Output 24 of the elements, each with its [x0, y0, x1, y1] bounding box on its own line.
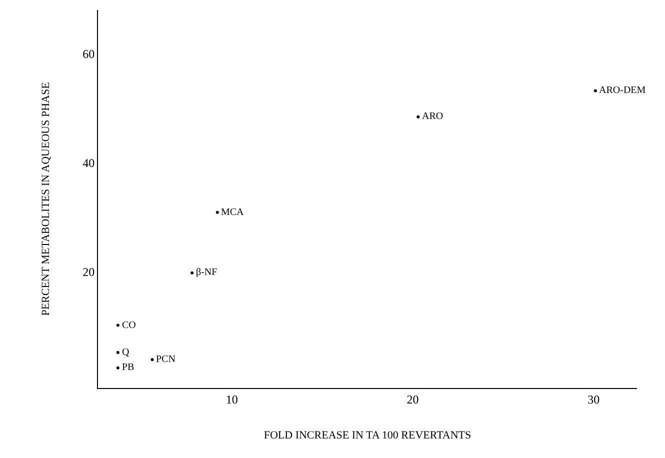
- point: [116, 351, 120, 354]
- x-tick-label: 30: [588, 392, 600, 406]
- annotation: β-NF: [196, 267, 218, 278]
- x-tick-label: 10: [226, 392, 238, 406]
- annotation: ARO: [422, 111, 444, 122]
- annotation: Q: [122, 347, 130, 358]
- point: [594, 89, 597, 92]
- y-tick-label: 40: [82, 156, 95, 170]
- point: [116, 324, 120, 327]
- annotation: MCA: [221, 207, 245, 218]
- annotation: CO: [122, 320, 136, 331]
- annotation: PCN: [156, 354, 176, 365]
- point: [116, 366, 120, 370]
- point: [150, 358, 154, 362]
- x-axis-title: FOLD INCREASE IN TA 100 REVERTANTS: [264, 430, 472, 442]
- y-tick-label: 60: [82, 46, 95, 61]
- annotation: PB: [122, 362, 135, 373]
- annotation: ARO-DEM: [599, 85, 646, 96]
- y-axis-title: PERCENT METABOLITES IN AQUEOUS PHASE: [40, 82, 52, 316]
- point: [216, 210, 219, 214]
- point: [190, 271, 194, 274]
- x-tick-label: 20: [406, 392, 419, 406]
- point: [416, 115, 420, 118]
- y-tick-label: 20: [82, 265, 95, 280]
